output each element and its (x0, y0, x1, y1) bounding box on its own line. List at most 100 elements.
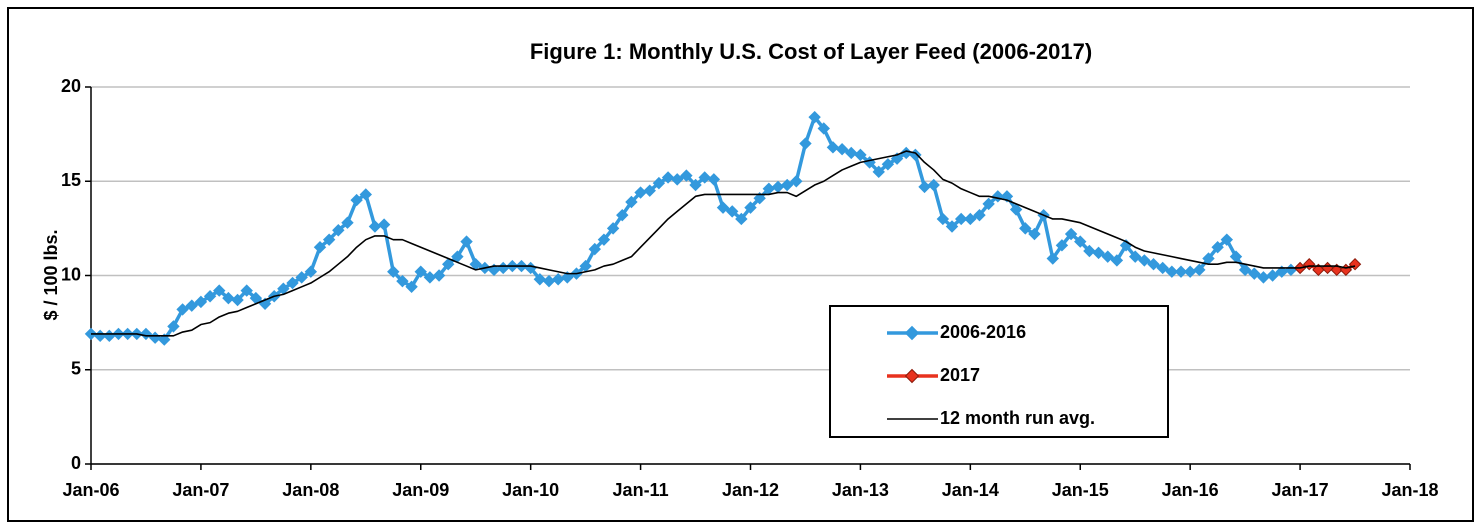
marker (1193, 263, 1206, 277)
x-tick-label: Jan-13 (832, 480, 889, 500)
marker (1211, 241, 1224, 254)
marker (671, 173, 684, 186)
marker (533, 273, 547, 286)
series-line (91, 150, 1356, 337)
marker (313, 241, 327, 254)
chart-title: Figure 1: Monthly U.S. Cost of Layer Fee… (530, 39, 1092, 64)
marker (954, 212, 968, 226)
marker (854, 148, 867, 162)
x-tick-label: Jan-09 (392, 480, 449, 500)
chart-border (7, 7, 1474, 522)
marker (680, 169, 693, 182)
x-tick-label: Jan-07 (172, 480, 229, 500)
marker (240, 284, 253, 297)
marker (167, 320, 180, 333)
marker (213, 284, 226, 297)
marker (377, 218, 391, 231)
marker (286, 276, 299, 290)
marker (387, 265, 400, 278)
marker (1156, 261, 1169, 275)
marker (808, 110, 821, 124)
marker (139, 327, 153, 341)
marker (194, 295, 208, 309)
marker (442, 257, 455, 271)
marker (725, 205, 739, 218)
marker (606, 222, 620, 235)
marker (231, 293, 244, 307)
marker (616, 208, 629, 222)
marker (661, 171, 675, 184)
marker (332, 224, 345, 237)
x-tick-label: Jan-11 (613, 480, 669, 500)
marker (643, 184, 656, 197)
x-tick-label: Jan-17 (1272, 480, 1329, 500)
marker (322, 233, 336, 246)
marker (698, 171, 711, 184)
marker (945, 220, 959, 233)
marker (716, 201, 730, 214)
legend-label: 2017 (940, 365, 980, 385)
marker (799, 137, 812, 150)
marker (1074, 235, 1087, 248)
marker (1165, 265, 1179, 278)
x-tick-label: Jan-06 (62, 480, 119, 500)
marker (881, 158, 895, 171)
x-tick-label: Jan-10 (502, 480, 559, 500)
marker (872, 165, 885, 179)
marker (835, 142, 849, 156)
legend-marker (904, 325, 920, 341)
marker (826, 141, 840, 154)
marker (222, 291, 235, 305)
marker (1147, 257, 1160, 271)
marker (707, 173, 721, 186)
marker (176, 303, 189, 316)
marker (845, 146, 858, 160)
x-tick-label: Jan-18 (1381, 480, 1438, 500)
marker (1348, 257, 1362, 271)
marker (973, 208, 986, 222)
marker (817, 122, 830, 135)
x-tick-label: Jan-15 (1052, 480, 1109, 500)
marker (790, 175, 803, 188)
marker (1000, 190, 1014, 203)
marker (588, 242, 601, 256)
marker (350, 193, 363, 207)
marker (460, 235, 473, 248)
marker (1129, 250, 1142, 263)
marker (295, 271, 308, 284)
marker (982, 197, 995, 211)
y-tick-label: 5 (71, 359, 81, 379)
marker (1303, 257, 1316, 271)
y-tick-label: 20 (61, 76, 81, 96)
marker (1092, 246, 1105, 260)
y-tick-label: 0 (71, 453, 81, 473)
marker (1238, 263, 1252, 277)
x-tick-label: Jan-16 (1162, 480, 1219, 500)
marker (185, 299, 198, 312)
marker (1083, 244, 1096, 258)
legend-label: 2006-2016 (940, 322, 1026, 342)
marker (1064, 227, 1078, 241)
marker (1028, 227, 1041, 241)
marker (936, 212, 950, 226)
marker (359, 188, 372, 201)
marker (689, 178, 702, 192)
marker (927, 178, 940, 192)
marker (432, 269, 446, 282)
marker (753, 192, 766, 205)
y-tick-label: 15 (61, 170, 81, 190)
marker (1248, 267, 1261, 280)
marker (1101, 250, 1114, 263)
marker (405, 280, 418, 294)
marker (561, 271, 574, 284)
marker (1138, 254, 1151, 267)
marker (1046, 252, 1059, 265)
y-tick-label: 10 (61, 264, 81, 284)
x-tick-label: Jan-14 (942, 480, 999, 500)
legend-box (829, 305, 1169, 438)
marker (414, 265, 427, 278)
legend-label: 12 month run avg. (940, 408, 1095, 428)
marker (1055, 239, 1069, 252)
